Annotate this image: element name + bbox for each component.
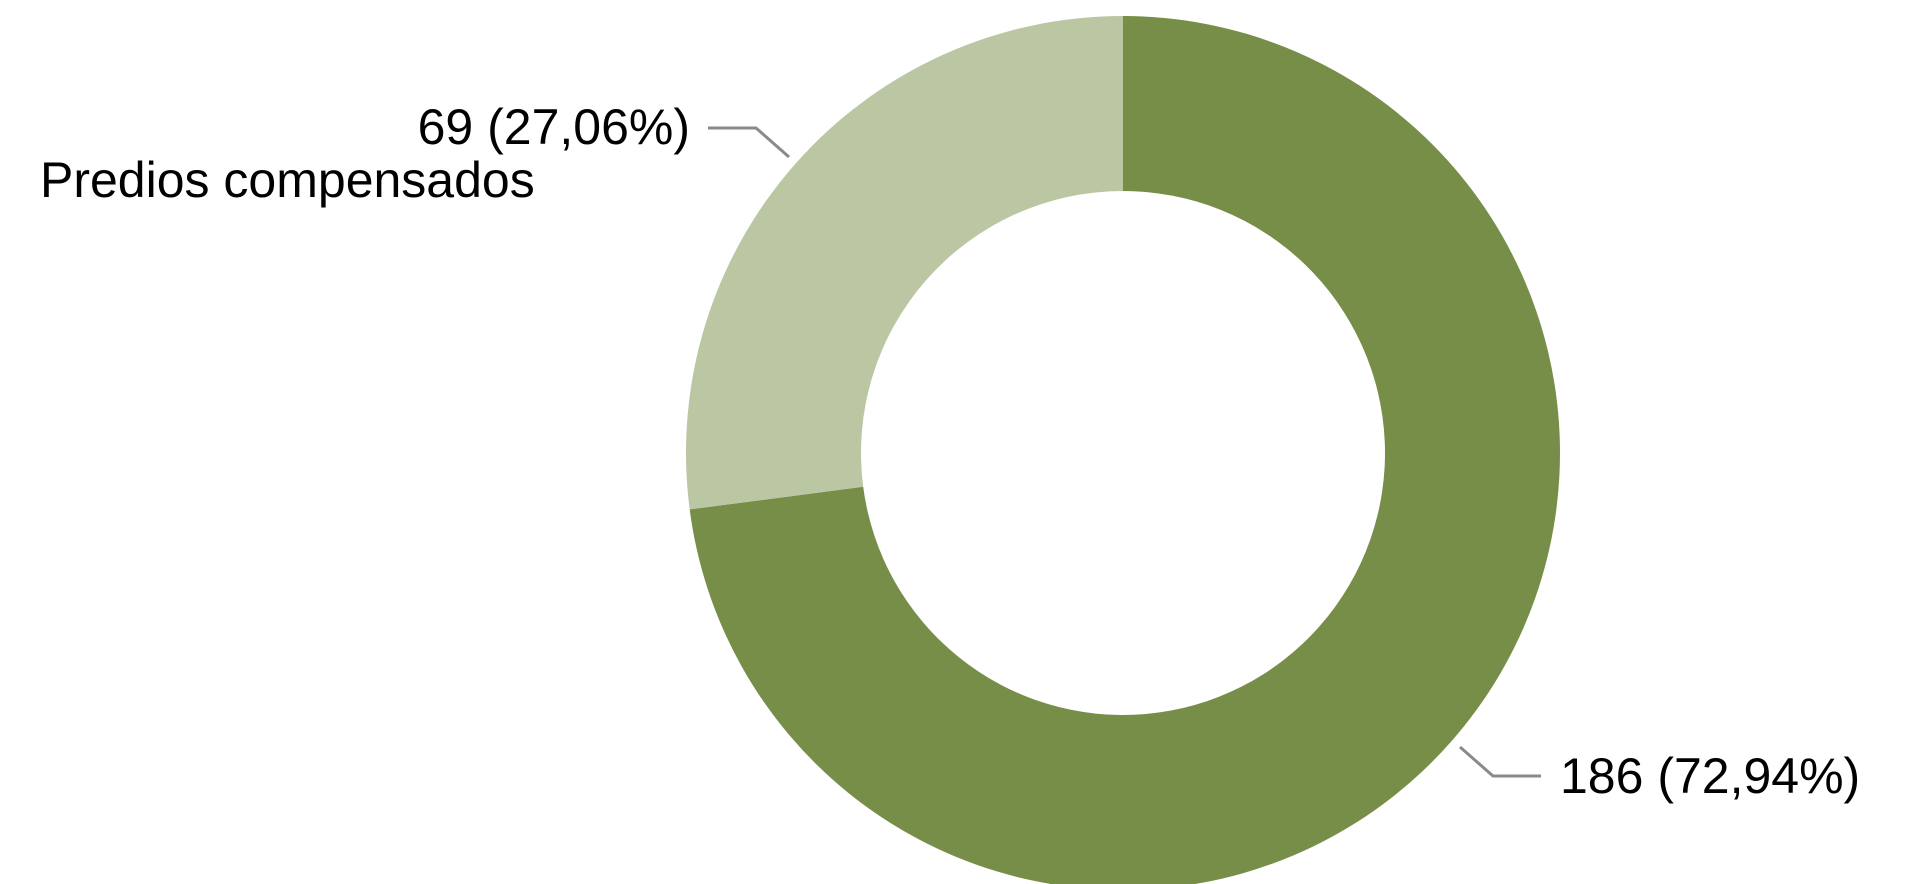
leader-line-other	[1459, 745, 1541, 778]
donut-slice-predios-compensados	[685, 16, 1123, 510]
leader-line-predios-compensados	[708, 126, 790, 159]
data-label-predios-compensados: 69 (27,06%)	[418, 99, 690, 155]
leader-lines	[708, 126, 1541, 778]
donut-slice-other	[689, 16, 1560, 884]
data-label-other: 186 (72,94%)	[1560, 748, 1860, 804]
category-label-predios-compensados: Predios compensados	[40, 152, 535, 208]
donut-slices	[685, 16, 1560, 884]
